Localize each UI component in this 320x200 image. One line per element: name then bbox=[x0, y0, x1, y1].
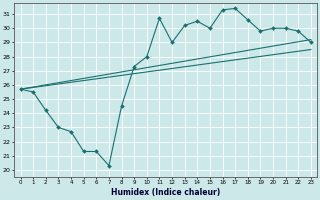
X-axis label: Humidex (Indice chaleur): Humidex (Indice chaleur) bbox=[111, 188, 220, 197]
